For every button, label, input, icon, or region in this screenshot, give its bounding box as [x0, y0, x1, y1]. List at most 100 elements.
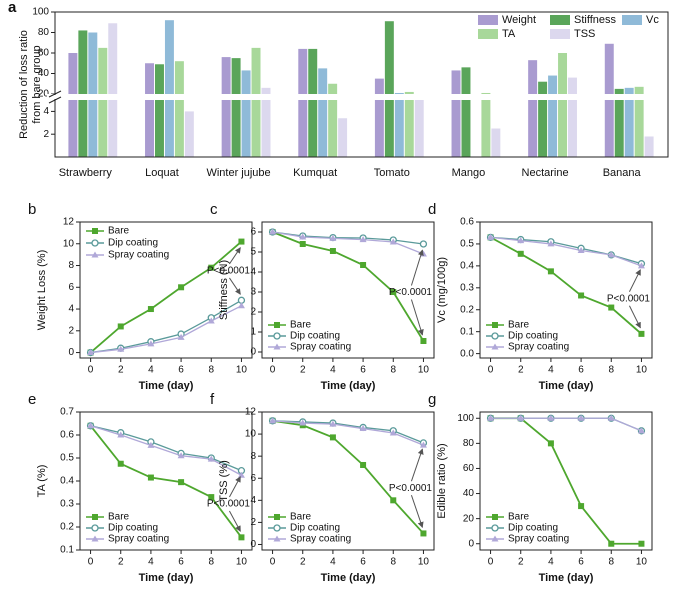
bar [451, 70, 461, 157]
y-tick-label: 1 [250, 327, 256, 338]
x-tick-label: 10 [418, 365, 430, 376]
x-tick-label: 0 [88, 557, 94, 568]
marker [269, 417, 277, 424]
x-tick-label: 0 [270, 365, 276, 376]
y-tick-label: 0.2 [460, 304, 474, 315]
panel-label: c [210, 201, 218, 218]
axis-break-mark [48, 96, 62, 104]
legend-swatch [550, 15, 570, 25]
bar [461, 67, 471, 157]
x-tick-label: 4 [148, 557, 154, 568]
marker [491, 343, 499, 350]
annotation-arrow [628, 269, 641, 292]
marker [207, 455, 215, 462]
y-tick-label: 0.6 [60, 430, 74, 441]
legend-label: Dip coating [290, 331, 340, 342]
bar [558, 53, 568, 157]
marker [517, 250, 524, 257]
bar [68, 53, 78, 157]
y-axis-label: Edible ratio (%) [436, 443, 448, 518]
y-axis-label: Vc (mg/100g) [436, 257, 448, 323]
marker [273, 535, 281, 542]
y-tick-label: 12 [245, 407, 257, 418]
x-tick-label: 8 [608, 365, 614, 376]
marker [637, 262, 645, 269]
marker [607, 414, 615, 421]
x-axis-label: Time (day) [539, 380, 594, 392]
legend-label: Bare [290, 512, 312, 523]
annotation-arrow [410, 249, 424, 286]
annotation-arrow [410, 448, 424, 482]
marker [117, 345, 125, 352]
annotation-arrow [229, 247, 241, 265]
marker [608, 304, 615, 311]
annotation-arrow [229, 277, 241, 295]
x-tick-label: 6 [360, 557, 366, 568]
legend-swatch [478, 15, 498, 25]
series-line [490, 236, 642, 267]
marker [273, 343, 281, 350]
x-tick-label: Strawberry [59, 167, 113, 179]
y-tick-label: 2 [68, 325, 74, 336]
bar [614, 88, 624, 157]
marker [419, 441, 427, 448]
marker [91, 524, 99, 532]
y-tick-label: 2 [250, 517, 256, 528]
marker [147, 306, 154, 313]
marker [389, 238, 397, 245]
legend-label: Spray coating [290, 534, 351, 545]
marker [390, 289, 397, 295]
bar [528, 60, 538, 157]
marker [492, 322, 498, 328]
x-tick-label: 10 [236, 365, 248, 376]
marker [517, 414, 525, 421]
legend-swatch [622, 15, 642, 25]
x-tick-label: 0 [488, 557, 494, 568]
x-tick-label: Kumquat [293, 167, 337, 179]
y-tick-label: 6 [250, 227, 256, 238]
marker [238, 238, 245, 245]
x-tick-label: Tomato [374, 167, 410, 179]
panel-label: e [28, 391, 36, 408]
series-line [90, 425, 242, 472]
annotation-arrow [410, 495, 424, 529]
series-line [490, 417, 642, 432]
marker [487, 414, 495, 421]
series-line [272, 231, 425, 342]
bar [154, 64, 164, 157]
marker [638, 330, 645, 337]
marker [269, 228, 277, 235]
legend-label: Bare [290, 320, 312, 331]
y-tick-label: 40 [463, 488, 475, 499]
y-tick-label: 80 [38, 27, 50, 38]
marker [329, 434, 336, 441]
y-tick-label: 4 [250, 495, 256, 506]
bar [414, 94, 424, 157]
annotation-arrow [228, 510, 241, 532]
marker [92, 514, 98, 520]
y-tick-label: 0.2 [60, 522, 74, 533]
y-tick-label: 0.3 [60, 499, 74, 510]
y-tick-label: 0.0 [460, 348, 474, 359]
marker [547, 240, 555, 247]
axis-break-gap [47, 94, 669, 100]
marker [329, 420, 337, 427]
x-tick-label: 6 [360, 365, 366, 376]
y-tick-label: 10 [245, 429, 257, 440]
y-tick-label: 4 [68, 304, 74, 315]
series-line [272, 231, 424, 255]
y-tick-label: 0 [250, 347, 256, 358]
axis-break-gap [47, 95, 63, 99]
marker [91, 251, 99, 258]
legend-label: Dip coating [508, 523, 558, 534]
marker [208, 494, 215, 501]
marker [177, 452, 185, 459]
marker [420, 338, 427, 344]
legend-label: Weight [502, 14, 536, 26]
legend-label: Spray coating [108, 250, 169, 261]
bar [644, 136, 654, 157]
x-tick-label: 6 [578, 365, 584, 376]
legend-label: TSS [574, 28, 595, 40]
marker [547, 440, 554, 447]
